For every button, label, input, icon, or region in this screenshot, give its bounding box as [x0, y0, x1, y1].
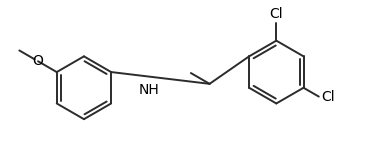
- Text: O: O: [33, 54, 43, 68]
- Text: Cl: Cl: [321, 90, 334, 104]
- Text: Cl: Cl: [270, 7, 283, 21]
- Text: NH: NH: [138, 83, 159, 97]
